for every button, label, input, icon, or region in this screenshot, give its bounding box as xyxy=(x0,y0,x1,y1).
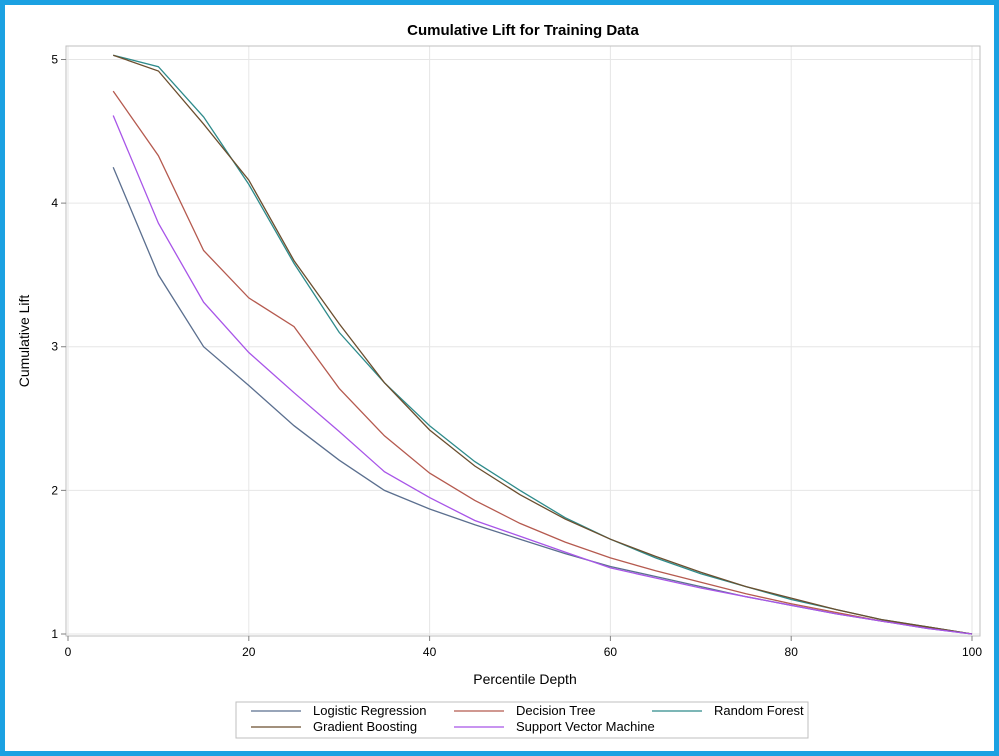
legend: Logistic Regression Decision Tree Random F… xyxy=(235,701,809,739)
x-tick-label: 100 xyxy=(962,645,982,659)
x-tick-label: 60 xyxy=(604,645,618,659)
y-tick-label: 5 xyxy=(51,52,58,66)
x-tick-label: 40 xyxy=(423,645,437,659)
x-axis-ticks: 0 20 40 60 80 100 xyxy=(65,636,982,659)
legend-label-decision-tree: Decision Tree xyxy=(516,703,595,718)
x-tick-label: 20 xyxy=(242,645,256,659)
series-lines xyxy=(112,54,973,635)
series-line-support-vector-machine xyxy=(112,115,973,635)
x-tick-label: 0 xyxy=(65,645,72,659)
grid-lines xyxy=(66,46,980,636)
legend-label-gradient-boosting: Gradient Boosting xyxy=(313,719,417,734)
legend-label-support-vector-machine: Support Vector Machine xyxy=(516,719,655,734)
y-axis-label: Cumulative Lift xyxy=(16,295,32,388)
legend-label-random-forest: Random Forest xyxy=(714,703,804,718)
chart-title: Cumulative Lift for Training Data xyxy=(407,22,639,39)
legend-label-logistic-regression: Logistic Regression xyxy=(313,703,426,718)
y-tick-label: 1 xyxy=(51,627,58,641)
series-line-gradient-boosting xyxy=(112,54,973,635)
series-line-decision-tree xyxy=(112,90,973,635)
legend-box xyxy=(235,701,809,739)
y-axis-ticks: 1 2 3 4 5 xyxy=(51,52,66,641)
x-axis-label: Percentile Depth xyxy=(473,671,577,687)
plot-area-border xyxy=(65,45,981,637)
y-tick-label: 3 xyxy=(51,340,58,354)
x-tick-label: 80 xyxy=(785,645,799,659)
series-line-logistic-regression xyxy=(112,166,973,635)
line-chart: Cumulative Lift for Training Data 12345 … xyxy=(16,22,982,739)
y-tick-label: 2 xyxy=(51,483,58,497)
y-tick-label: 4 xyxy=(51,196,58,210)
